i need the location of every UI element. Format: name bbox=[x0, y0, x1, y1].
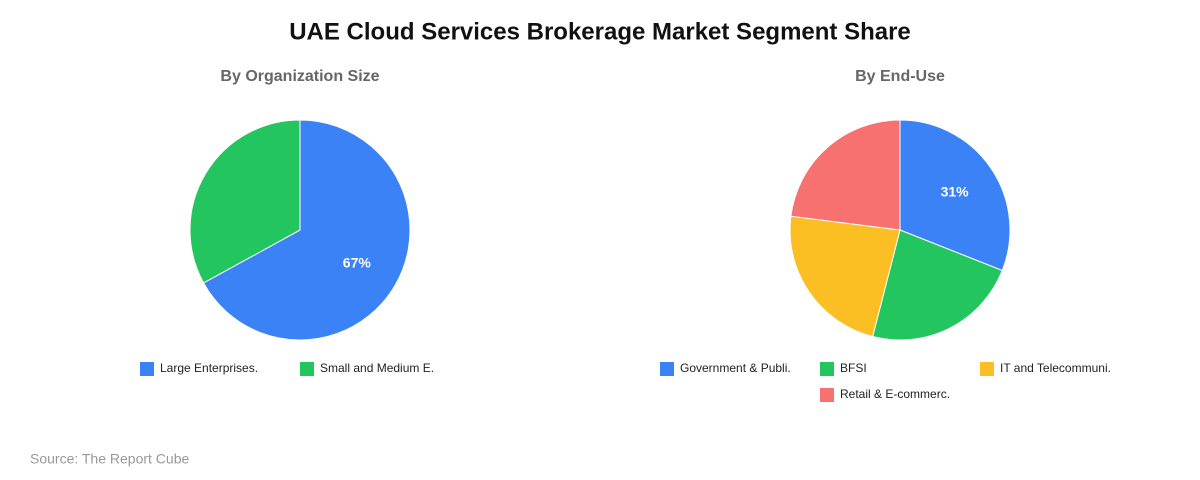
legend-swatch bbox=[660, 362, 674, 376]
legend-label: Government & Publi. bbox=[680, 361, 791, 375]
legend-swatch bbox=[820, 362, 834, 376]
legend-label: Small and Medium E. bbox=[320, 361, 434, 375]
chart-title: By Organization Size bbox=[220, 68, 379, 85]
legend-swatch bbox=[140, 362, 154, 376]
source: Source: The Report Cube bbox=[30, 451, 189, 467]
legend-label: BFSI bbox=[840, 361, 867, 375]
pie-slice bbox=[789, 215, 901, 338]
pie-slice bbox=[189, 119, 301, 284]
data-label: 67% bbox=[343, 254, 372, 270]
chart-title: By End-Use bbox=[855, 68, 945, 85]
legend-label: Retail & E-commerc. bbox=[840, 387, 950, 401]
page-title: UAE Cloud Services Brokerage Market Segm… bbox=[289, 18, 911, 45]
legend-swatch bbox=[300, 362, 314, 376]
data-label: 31% bbox=[941, 184, 970, 200]
legend-label: Large Enterprises. bbox=[160, 361, 258, 375]
legend-label: IT and Telecommuni. bbox=[1000, 361, 1111, 375]
legend-swatch bbox=[980, 362, 994, 376]
pie-slice bbox=[790, 119, 901, 231]
pie-slice bbox=[872, 229, 1003, 341]
legend-swatch bbox=[820, 388, 834, 402]
pie-slice bbox=[899, 119, 1011, 272]
pie-slice bbox=[202, 119, 411, 341]
